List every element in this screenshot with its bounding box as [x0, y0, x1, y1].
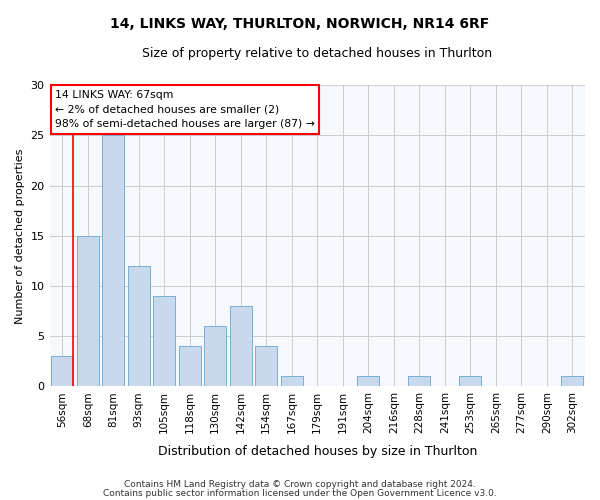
Bar: [77, 236, 98, 386]
Bar: [409, 376, 430, 386]
Text: 14 LINKS WAY: 67sqm
← 2% of detached houses are smaller (2)
98% of semi-detached: 14 LINKS WAY: 67sqm ← 2% of detached hou…: [55, 90, 315, 130]
Text: Contains HM Land Registry data © Crown copyright and database right 2024.: Contains HM Land Registry data © Crown c…: [124, 480, 476, 489]
Bar: [230, 306, 251, 386]
Bar: [562, 376, 583, 386]
Bar: [179, 346, 200, 387]
Bar: [256, 346, 277, 387]
Bar: [358, 376, 379, 386]
Bar: [460, 376, 481, 386]
Y-axis label: Number of detached properties: Number of detached properties: [15, 148, 25, 324]
Bar: [205, 326, 226, 386]
Text: 14, LINKS WAY, THURLTON, NORWICH, NR14 6RF: 14, LINKS WAY, THURLTON, NORWICH, NR14 6…: [110, 18, 490, 32]
Bar: [128, 266, 149, 386]
Bar: [281, 376, 302, 386]
Bar: [52, 356, 73, 386]
Title: Size of property relative to detached houses in Thurlton: Size of property relative to detached ho…: [142, 48, 493, 60]
Bar: [103, 136, 124, 386]
Bar: [154, 296, 175, 386]
Text: Contains public sector information licensed under the Open Government Licence v3: Contains public sector information licen…: [103, 489, 497, 498]
X-axis label: Distribution of detached houses by size in Thurlton: Distribution of detached houses by size …: [158, 444, 477, 458]
